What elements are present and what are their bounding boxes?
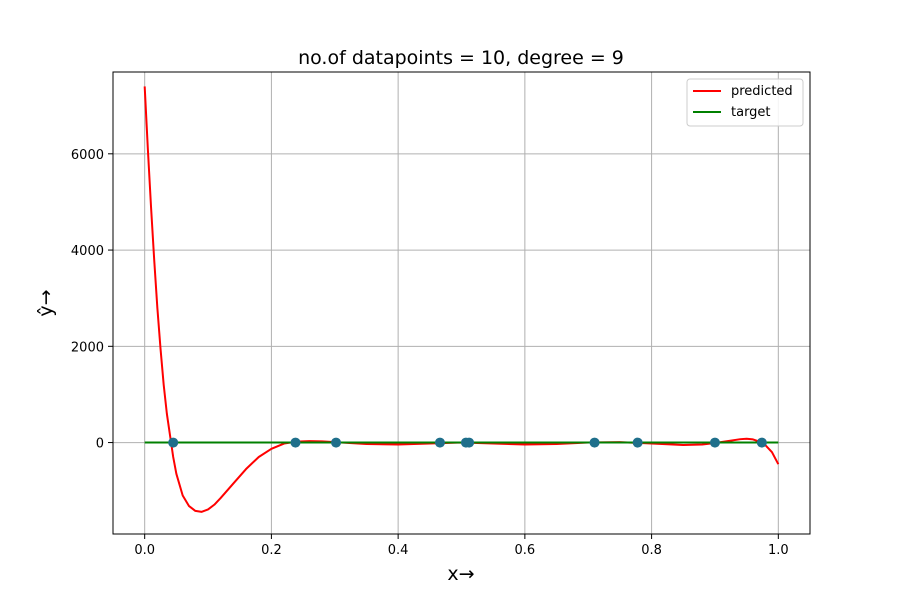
- x-tick-label: 0.2: [261, 543, 282, 558]
- x-axis-ticks: 0.0 0.2 0.4 0.6 0.8 1.0: [134, 534, 789, 558]
- x-tick-label: 0.6: [515, 543, 536, 558]
- legend-predicted-label: predicted: [731, 84, 793, 99]
- data-point: [589, 437, 600, 448]
- x-axis-label: x→: [447, 563, 474, 585]
- data-point: [709, 437, 720, 448]
- series-predicted-line: [143, 86, 780, 513]
- x-tick-label: 0.0: [134, 543, 155, 558]
- legend: predicted target: [686, 78, 804, 127]
- data-point: [434, 437, 445, 448]
- x-tick-label: 0.4: [388, 543, 409, 558]
- x-tick-label: 0.8: [641, 543, 662, 558]
- plot-frame: [112, 71, 811, 535]
- y-axis-ticks: 0 2000 4000 6000: [71, 148, 113, 452]
- y-tick-label: 6000: [71, 148, 104, 163]
- y-tick-label: 4000: [71, 244, 104, 259]
- y-tick-label: 0: [96, 437, 104, 452]
- x-tick-label: 1.0: [768, 543, 789, 558]
- legend-target-label: target: [731, 105, 771, 120]
- scatter-layer: [168, 437, 767, 448]
- data-point: [632, 437, 643, 448]
- data-point: [756, 437, 767, 448]
- data-point: [290, 437, 301, 448]
- y-tick-label: 2000: [71, 340, 104, 355]
- data-point: [168, 437, 179, 448]
- y-axis-label: ŷ→: [35, 289, 57, 316]
- chart-title: no.of datapoints = 10, degree = 9: [298, 47, 624, 69]
- data-point: [331, 437, 342, 448]
- data-point: [464, 437, 475, 448]
